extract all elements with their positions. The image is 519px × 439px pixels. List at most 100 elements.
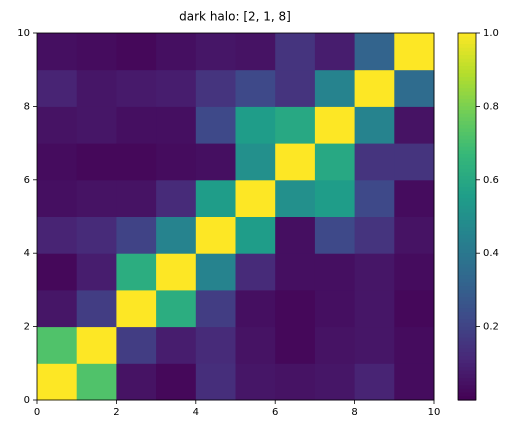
heatmap-cell [394, 253, 435, 291]
colorbar-segment [458, 84, 476, 89]
colorbar-segment [458, 363, 476, 368]
colorbar-segment [458, 238, 476, 243]
heatmap-cell [37, 33, 78, 71]
colorbar-segment [458, 212, 476, 218]
heatmap-cell [116, 289, 157, 328]
colorbar-segment [458, 359, 476, 364]
heatmap-cell [76, 253, 117, 291]
colorbar-segment [458, 183, 476, 188]
colorbar-segment [458, 234, 476, 240]
colorbar-segment [458, 117, 476, 122]
heatmap-cell [156, 216, 197, 254]
colorbar-tick-label: 0.4 [483, 248, 499, 259]
colorbar-segment [458, 198, 476, 203]
colorbar-segment [458, 102, 476, 107]
colorbar-segment [458, 297, 476, 302]
heatmap-cell [195, 69, 236, 107]
heatmap-cell [275, 289, 316, 328]
heatmap-cell [235, 33, 276, 71]
colorbar-segment [458, 352, 476, 357]
colorbar-segment [458, 69, 476, 74]
colorbar-segment [458, 293, 476, 298]
heatmap-cell [37, 326, 78, 364]
colorbar-tick-label: 0.6 [483, 175, 499, 186]
heatmap-cell [37, 179, 78, 217]
colorbar-segment [458, 40, 476, 45]
heatmap-cell [394, 363, 435, 401]
heatmap-cell [37, 143, 78, 181]
colorbar-segment [458, 256, 476, 262]
colorbar-segment [458, 311, 476, 317]
chart-title: dark halo: [2, 1, 8] [179, 10, 291, 24]
heatmap-cell [235, 143, 276, 181]
colorbar-segment [458, 341, 476, 346]
heatmap-cell [116, 143, 157, 181]
heatmap-cell [156, 363, 197, 401]
heatmap-cell [314, 179, 356, 217]
colorbar-segment [458, 366, 476, 372]
colorbar-segment [458, 271, 476, 276]
heatmap-cell [354, 143, 395, 181]
heatmap-cell [76, 289, 117, 328]
heatmap-cell [275, 216, 316, 254]
colorbar-segment [458, 216, 476, 221]
colorbar-segment [458, 66, 476, 71]
colorbar-tick-label: 0.2 [483, 322, 499, 333]
colorbar-segment [458, 201, 476, 207]
colorbar-segment [458, 179, 476, 185]
y-tick-label: 8 [24, 101, 30, 112]
colorbar-segment [458, 58, 476, 63]
heatmap-cell [116, 326, 157, 364]
heatmap-cell [235, 216, 276, 254]
y-tick-label: 2 [24, 322, 30, 333]
heatmap-cell [235, 363, 276, 401]
heatmap-cell [156, 69, 197, 107]
colorbar-segment [458, 132, 476, 137]
colorbar-segment [458, 36, 476, 41]
heatmap-cell [156, 289, 197, 328]
colorbar-segment [458, 55, 476, 60]
colorbar-segment [458, 161, 476, 166]
heatmap-cell [76, 106, 117, 144]
heatmap-cell [275, 326, 316, 364]
heatmap-cell [76, 143, 117, 181]
colorbar-segment [458, 319, 476, 324]
colorbar-tick-label: 1.0 [483, 28, 499, 39]
colorbar-segment [458, 337, 476, 342]
heatmap-cell [275, 69, 316, 107]
heatmap-cell [76, 216, 117, 254]
x-tick-label: 8 [351, 407, 357, 418]
heatmap-cell [354, 106, 395, 144]
colorbar-segment [458, 300, 476, 306]
heatmap-cell [195, 143, 236, 181]
heatmap-cell [235, 326, 276, 364]
colorbar-segment [458, 113, 476, 119]
heatmap-cell [354, 253, 395, 291]
heatmap-cell [314, 363, 356, 401]
heatmap-cell [354, 179, 395, 217]
colorbar-segment [458, 253, 476, 258]
heatmap-cell [156, 326, 197, 364]
colorbar-segment [458, 264, 476, 269]
heatmap-cell [394, 69, 435, 107]
colorbar-segment [458, 187, 476, 192]
heatmap-cell [235, 179, 276, 217]
heatmap-cell [195, 179, 236, 217]
colorbar-segment [458, 95, 476, 100]
colorbar-segment [458, 278, 476, 284]
colorbar-segment [458, 392, 476, 397]
colorbar-tick-label: 0.8 [483, 101, 499, 112]
colorbar-segment [458, 77, 476, 82]
heatmap-cell [354, 69, 395, 107]
heatmap-cell [275, 33, 316, 71]
heatmap-cell [275, 253, 316, 291]
heatmap-cell [314, 289, 356, 328]
colorbar-segment [458, 267, 476, 273]
heatmap-cell [195, 33, 236, 71]
heatmap-cell [314, 326, 356, 364]
colorbar-segment [458, 381, 476, 386]
heatmap-cell [314, 106, 356, 144]
colorbar-segment [458, 326, 476, 331]
colorbar-segment [458, 172, 476, 177]
heatmap-cell [76, 179, 117, 217]
